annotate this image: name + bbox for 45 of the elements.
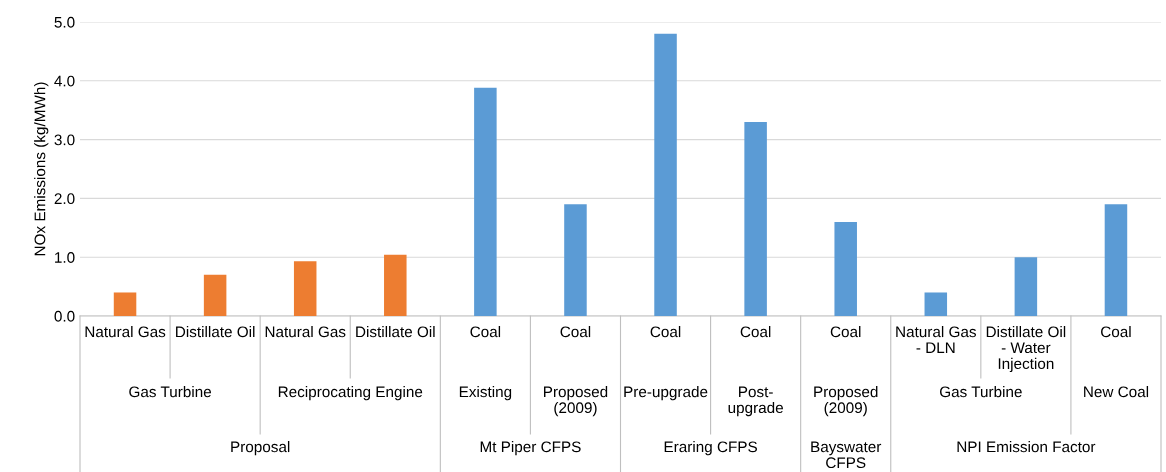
x-tick-label: Coal [1101, 326, 1131, 338]
text: Gas Turbine [129, 386, 212, 398]
text: NPI Emission Factor [957, 441, 1096, 453]
bar [113, 292, 137, 316]
y-tick-label: 5.0 [54, 16, 75, 28]
x-tick-label: Coal [470, 326, 501, 338]
bar [1014, 257, 1038, 316]
y-tick-label: 1.0 [55, 252, 75, 263]
bar [384, 254, 407, 316]
bar [654, 33, 677, 316]
y-tick-label: 4.0 [54, 75, 75, 87]
text: Proposed (2009) [814, 386, 878, 417]
bar [744, 121, 767, 316]
x-tick-label: Distillate Oil [356, 326, 435, 338]
x-tick-label: Coal [740, 326, 771, 338]
x-tick-label: Natural Gas [85, 326, 166, 338]
y-tick-label: 0.0 [54, 310, 75, 322]
y-tick-label: 3.0 [54, 134, 75, 146]
text: Reciprocating Engine [278, 386, 423, 401]
text: Proposed (2009) [544, 386, 608, 417]
text: Bayswater CFPS [811, 441, 882, 469]
x-tick-label: Distillate Oil [176, 326, 255, 338]
bar [293, 261, 317, 316]
bar [924, 292, 948, 316]
x-tick-label: Distillate Oil - Water Injection [986, 326, 1066, 373]
bar [564, 204, 587, 316]
text: Mt Piper CFPS [480, 441, 581, 456]
y-axis-title: NOx Emissions (kg/MWh) [34, 82, 49, 256]
text: New Coal [1084, 386, 1149, 398]
x-tick-label: Natural Gas [265, 326, 346, 338]
text: Gas Turbine [939, 386, 1022, 398]
text: Post- upgrade [728, 386, 783, 417]
x-tick-label: Coal [560, 326, 591, 338]
x-tick-label: Coal [650, 326, 681, 338]
y-tick-label: 2.0 [54, 193, 75, 205]
bar [474, 87, 497, 316]
x-tick-label: Natural Gas - DLN [896, 326, 976, 353]
text: Eraring CFPS [664, 441, 757, 456]
bar [203, 274, 227, 316]
text: Proposal [231, 441, 290, 456]
text: Pre-upgrade [624, 386, 708, 401]
text: Existing [459, 386, 512, 401]
x-tick-label: Coal [830, 326, 861, 338]
bar [1104, 204, 1128, 316]
bar [834, 221, 857, 316]
